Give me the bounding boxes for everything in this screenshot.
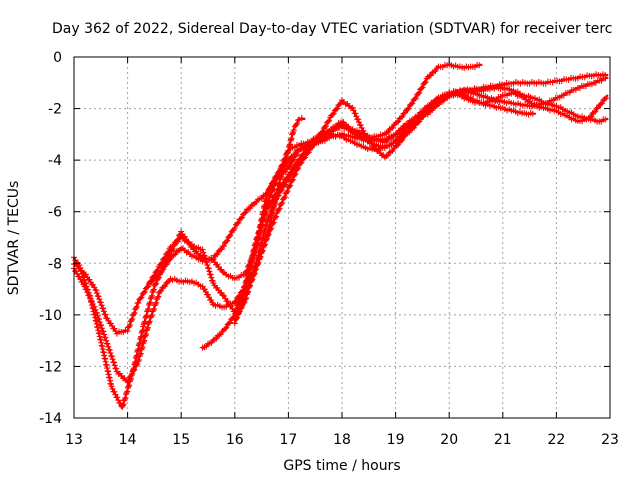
x-tick-label: 19 [387, 432, 405, 448]
axis-ticks [73, 56, 611, 419]
x-tick-label: 15 [172, 432, 190, 448]
x-tick-label: 17 [279, 432, 297, 448]
y-tick-label: -4 [48, 153, 62, 169]
y-tick-label: -6 [48, 205, 62, 221]
x-tick-label: 13 [65, 432, 83, 448]
x-tick-label: 18 [333, 432, 351, 448]
y-tick-label: 0 [53, 50, 62, 66]
chart-title: Day 362 of 2022, Sidereal Day-to-day VTE… [52, 21, 612, 37]
x-axis-label: GPS time / hours [283, 458, 400, 474]
x-tick-label: 20 [440, 432, 458, 448]
y-tick-label: -10 [39, 308, 62, 324]
x-tick-label: 21 [494, 432, 512, 448]
grid [74, 57, 610, 418]
series-track-7 [146, 89, 537, 315]
y-tick-label: -8 [48, 256, 62, 272]
y-tick-labels: 0 -2 -4 -6 -8 -10 -12 -14 [39, 50, 62, 427]
x-tick-label: 14 [119, 432, 137, 448]
series-layer [71, 60, 609, 410]
x-tick-label: 22 [547, 432, 565, 448]
y-tick-label: -2 [48, 102, 62, 118]
x-tick-labels: 13 14 15 16 17 18 19 20 21 22 23 [65, 432, 619, 448]
y-axis-label: SDTVAR / TECUs [6, 181, 22, 296]
y-tick-label: -12 [39, 359, 62, 375]
y-tick-label: -14 [39, 411, 62, 427]
series-markers [146, 89, 536, 315]
x-tick-label: 16 [226, 432, 244, 448]
x-tick-label: 23 [601, 432, 619, 448]
